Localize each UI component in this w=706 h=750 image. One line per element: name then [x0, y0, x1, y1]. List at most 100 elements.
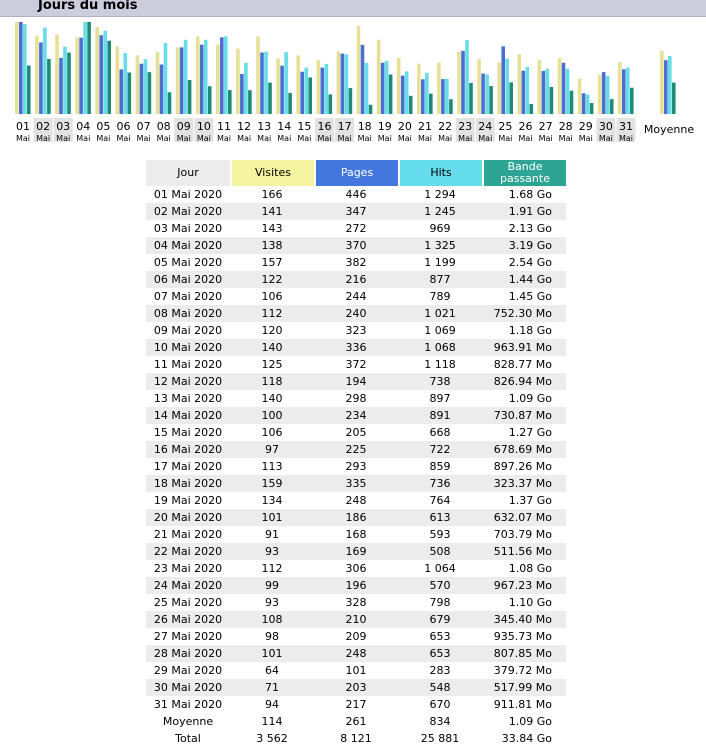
day-tick-label: 02 — [36, 120, 50, 133]
cell-pages: 194 — [314, 373, 398, 390]
cell-hits: 877 — [398, 271, 482, 288]
average-label: Moyenne — [146, 713, 230, 730]
cell-jour: 13 Mai 2020 — [153, 392, 223, 405]
bar-day-22-bande-passante — [449, 99, 453, 114]
cell-bande: 963.91 Mo — [482, 339, 566, 356]
total-row: Total 3 562 8 121 25 881 33.84 Go — [146, 730, 566, 747]
cell-hits: 789 — [429, 290, 451, 303]
average-bande: 1.09 Go — [482, 713, 566, 730]
cell-bande: 511.56 Mo — [482, 543, 566, 560]
bar-day-10-visites — [195, 36, 200, 114]
cell-visites: 134 — [261, 494, 283, 507]
day-tick-label: 11 — [217, 120, 231, 133]
average-visites: 114 — [230, 713, 314, 730]
cell-bande: 1.45 Go — [508, 290, 552, 303]
bar-day-12-bande-passante — [248, 90, 252, 114]
cell-visites: 97 — [230, 441, 314, 458]
day-tick-label: 14 — [277, 120, 291, 133]
bar-day-23-hits — [465, 40, 469, 114]
bar-day-13-pages — [260, 52, 264, 114]
table-row: 16 Mai 2020 97 225 722 678.69 Mo — [146, 441, 566, 458]
cell-bande: 1.91 Go — [482, 203, 566, 220]
cell-hits: 1 245 — [398, 203, 482, 220]
average-hits: 834 — [398, 713, 482, 730]
cell-visites: 166 — [261, 188, 283, 201]
cell-hits: 679 — [398, 611, 482, 628]
section-title: Jours du mois — [38, 0, 138, 13]
total-bande: 33.84 Go — [482, 730, 566, 747]
daily-stats-table: Jour Visites Pages Hits Bande passante 0… — [146, 160, 566, 747]
bar-day-23-visites — [457, 51, 461, 114]
bar-day-07-bande-passante — [147, 72, 152, 114]
month-tick-label: Mai — [579, 134, 593, 143]
cell-bande: 678.69 Mo — [482, 441, 566, 458]
weekend-shade — [455, 118, 475, 142]
cell-bande: 632.07 Mo — [482, 509, 566, 526]
cell-visites: 112 — [261, 562, 283, 575]
table-row: 29 Mai 2020 64 101 283 379.72 Mo — [146, 662, 566, 679]
table-row: 11 Mai 2020 125 372 1 118 828.77 Mo — [146, 356, 566, 373]
month-tick-label: Mai — [116, 134, 130, 143]
bar-day-08-hits — [163, 43, 168, 114]
cell-bande: 379.72 Mo — [493, 664, 552, 677]
cell-visites: 122 — [230, 271, 314, 288]
bar-day-08-visites — [155, 51, 160, 114]
bar-day-30-bande-passante — [609, 99, 614, 114]
bar-day-19-pages — [380, 62, 385, 114]
cell-pages: 306 — [345, 562, 367, 575]
bar-day-29-hits — [585, 94, 590, 114]
cell-jour: 05 Mai 2020 — [153, 256, 223, 269]
cell-jour: 12 Mai 2020 — [146, 373, 230, 390]
bar-day-11-pages — [220, 37, 224, 114]
bar-day-27-pages — [541, 70, 546, 114]
total-hits: 25 881 — [398, 730, 482, 747]
cell-visites: 91 — [265, 528, 279, 541]
month-tick-label: Mai — [478, 134, 492, 143]
bar-day-18-hits — [364, 62, 369, 114]
header-bande-passante: Bande passante — [482, 160, 566, 186]
cell-hits: 859 — [429, 460, 451, 473]
bar-day-28-bande-passante — [569, 90, 574, 114]
cell-pages: 248 — [345, 494, 367, 507]
bar-day-23-pages — [461, 50, 465, 114]
cell-bande: 730.87 Mo — [482, 407, 566, 424]
month-tick-label: Mai — [619, 134, 633, 143]
cell-jour: 08 Mai 2020 — [146, 305, 230, 322]
bar-average-visites — [660, 50, 664, 114]
weekend-shade — [475, 118, 495, 142]
bar-day-31-hits — [626, 67, 630, 114]
cell-jour: 11 Mai 2020 — [153, 358, 223, 371]
cell-hits: 1 021 — [398, 305, 482, 322]
month-tick-label: Mai — [498, 134, 512, 143]
cell-visites: 106 — [261, 290, 283, 303]
cell-hits: 670 — [429, 698, 451, 711]
section-header: Jours du mois — [0, 0, 706, 17]
bar-day-08-bande-passante — [167, 92, 172, 114]
day-tick-label: 09 — [177, 120, 191, 133]
bar-day-30-hits — [605, 76, 610, 114]
day-tick-label: 26 — [519, 120, 533, 133]
cell-hits: 764 — [429, 494, 451, 507]
cell-jour: 04 Mai 2020 — [146, 237, 230, 254]
cell-pages: 248 — [314, 645, 398, 662]
weekend-shade — [194, 118, 214, 142]
bar-day-07-visites — [135, 55, 140, 114]
bar-day-14-bande-passante — [288, 92, 292, 114]
bar-day-02-visites — [35, 35, 39, 114]
cell-pages: 272 — [345, 222, 367, 235]
cell-bande: 752.30 Mo — [482, 305, 566, 322]
cell-hits: 1 064 — [424, 562, 456, 575]
cell-visites: 108 — [230, 611, 314, 628]
bar-day-29-bande-passante — [589, 103, 594, 114]
cell-jour: 28 Mai 2020 — [146, 645, 230, 662]
day-tick-label: 06 — [117, 120, 131, 133]
bar-day-25-visites — [497, 62, 501, 114]
month-tick-label: Mai — [157, 134, 171, 143]
bar-day-23-bande-passante — [469, 82, 473, 114]
bar-day-06-bande-passante — [127, 72, 132, 114]
month-tick-label: Mai — [599, 134, 613, 143]
bar-average-pages — [664, 60, 668, 114]
cell-visites: 99 — [230, 577, 314, 594]
cell-hits: 891 — [398, 407, 482, 424]
cell-jour: 24 Mai 2020 — [146, 577, 230, 594]
